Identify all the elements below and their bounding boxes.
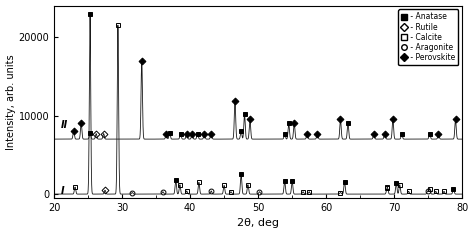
Text: I: I [61, 186, 64, 196]
X-axis label: 2θ, deg: 2θ, deg [237, 219, 279, 228]
Legend:  - Anatase,  - Rutile,  - Calcite,  - Aragonite,  - Perovskite: - Anatase, - Rutile, - Calcite, - Aragon… [398, 9, 458, 65]
Y-axis label: Intensity, arb. units: Intensity, arb. units [6, 54, 16, 150]
Text: II: II [61, 120, 68, 130]
